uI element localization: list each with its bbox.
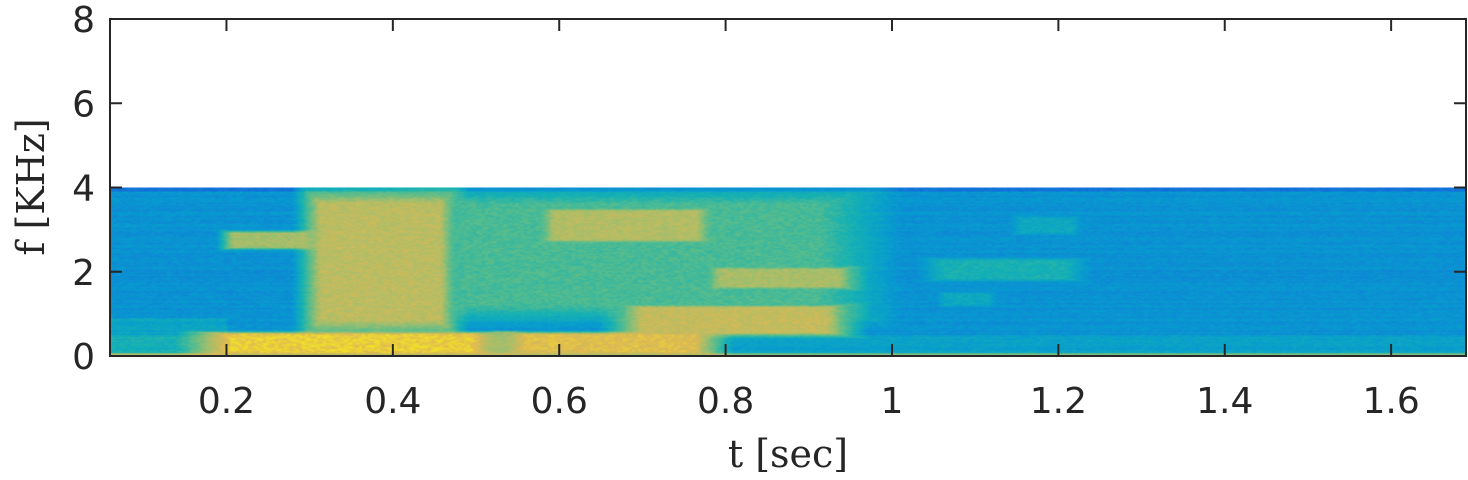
- x-tick-label: 1: [881, 381, 904, 422]
- x-tick-label: 0.2: [198, 381, 255, 422]
- x-tick-labels: 0.2 0.4 0.6 0.8 1 1.2 1.4 1.6: [198, 381, 1420, 422]
- spectrogram-heatmap: [110, 187, 1466, 356]
- x-tick-label: 0.4: [364, 381, 421, 422]
- y-tick-label: 2: [72, 253, 95, 294]
- tick-marks: [110, 18, 1466, 357]
- y-tick-label: 8: [72, 0, 95, 41]
- y-tick-label: 6: [72, 84, 95, 125]
- x-tick-label: 1.6: [1362, 381, 1419, 422]
- x-tick-label: 0.8: [697, 381, 754, 422]
- y-tick-label: 0: [72, 337, 95, 378]
- x-axis-label: t [sec]: [728, 432, 848, 476]
- x-tick-label: 0.6: [531, 381, 588, 422]
- y-tick-labels: 0 2 4 6 8: [72, 0, 95, 378]
- x-tick-label: 1.4: [1196, 381, 1253, 422]
- x-tick-label: 1.2: [1030, 381, 1087, 422]
- y-axis-label: f [KHz]: [9, 118, 53, 255]
- y-tick-label: 4: [72, 169, 95, 210]
